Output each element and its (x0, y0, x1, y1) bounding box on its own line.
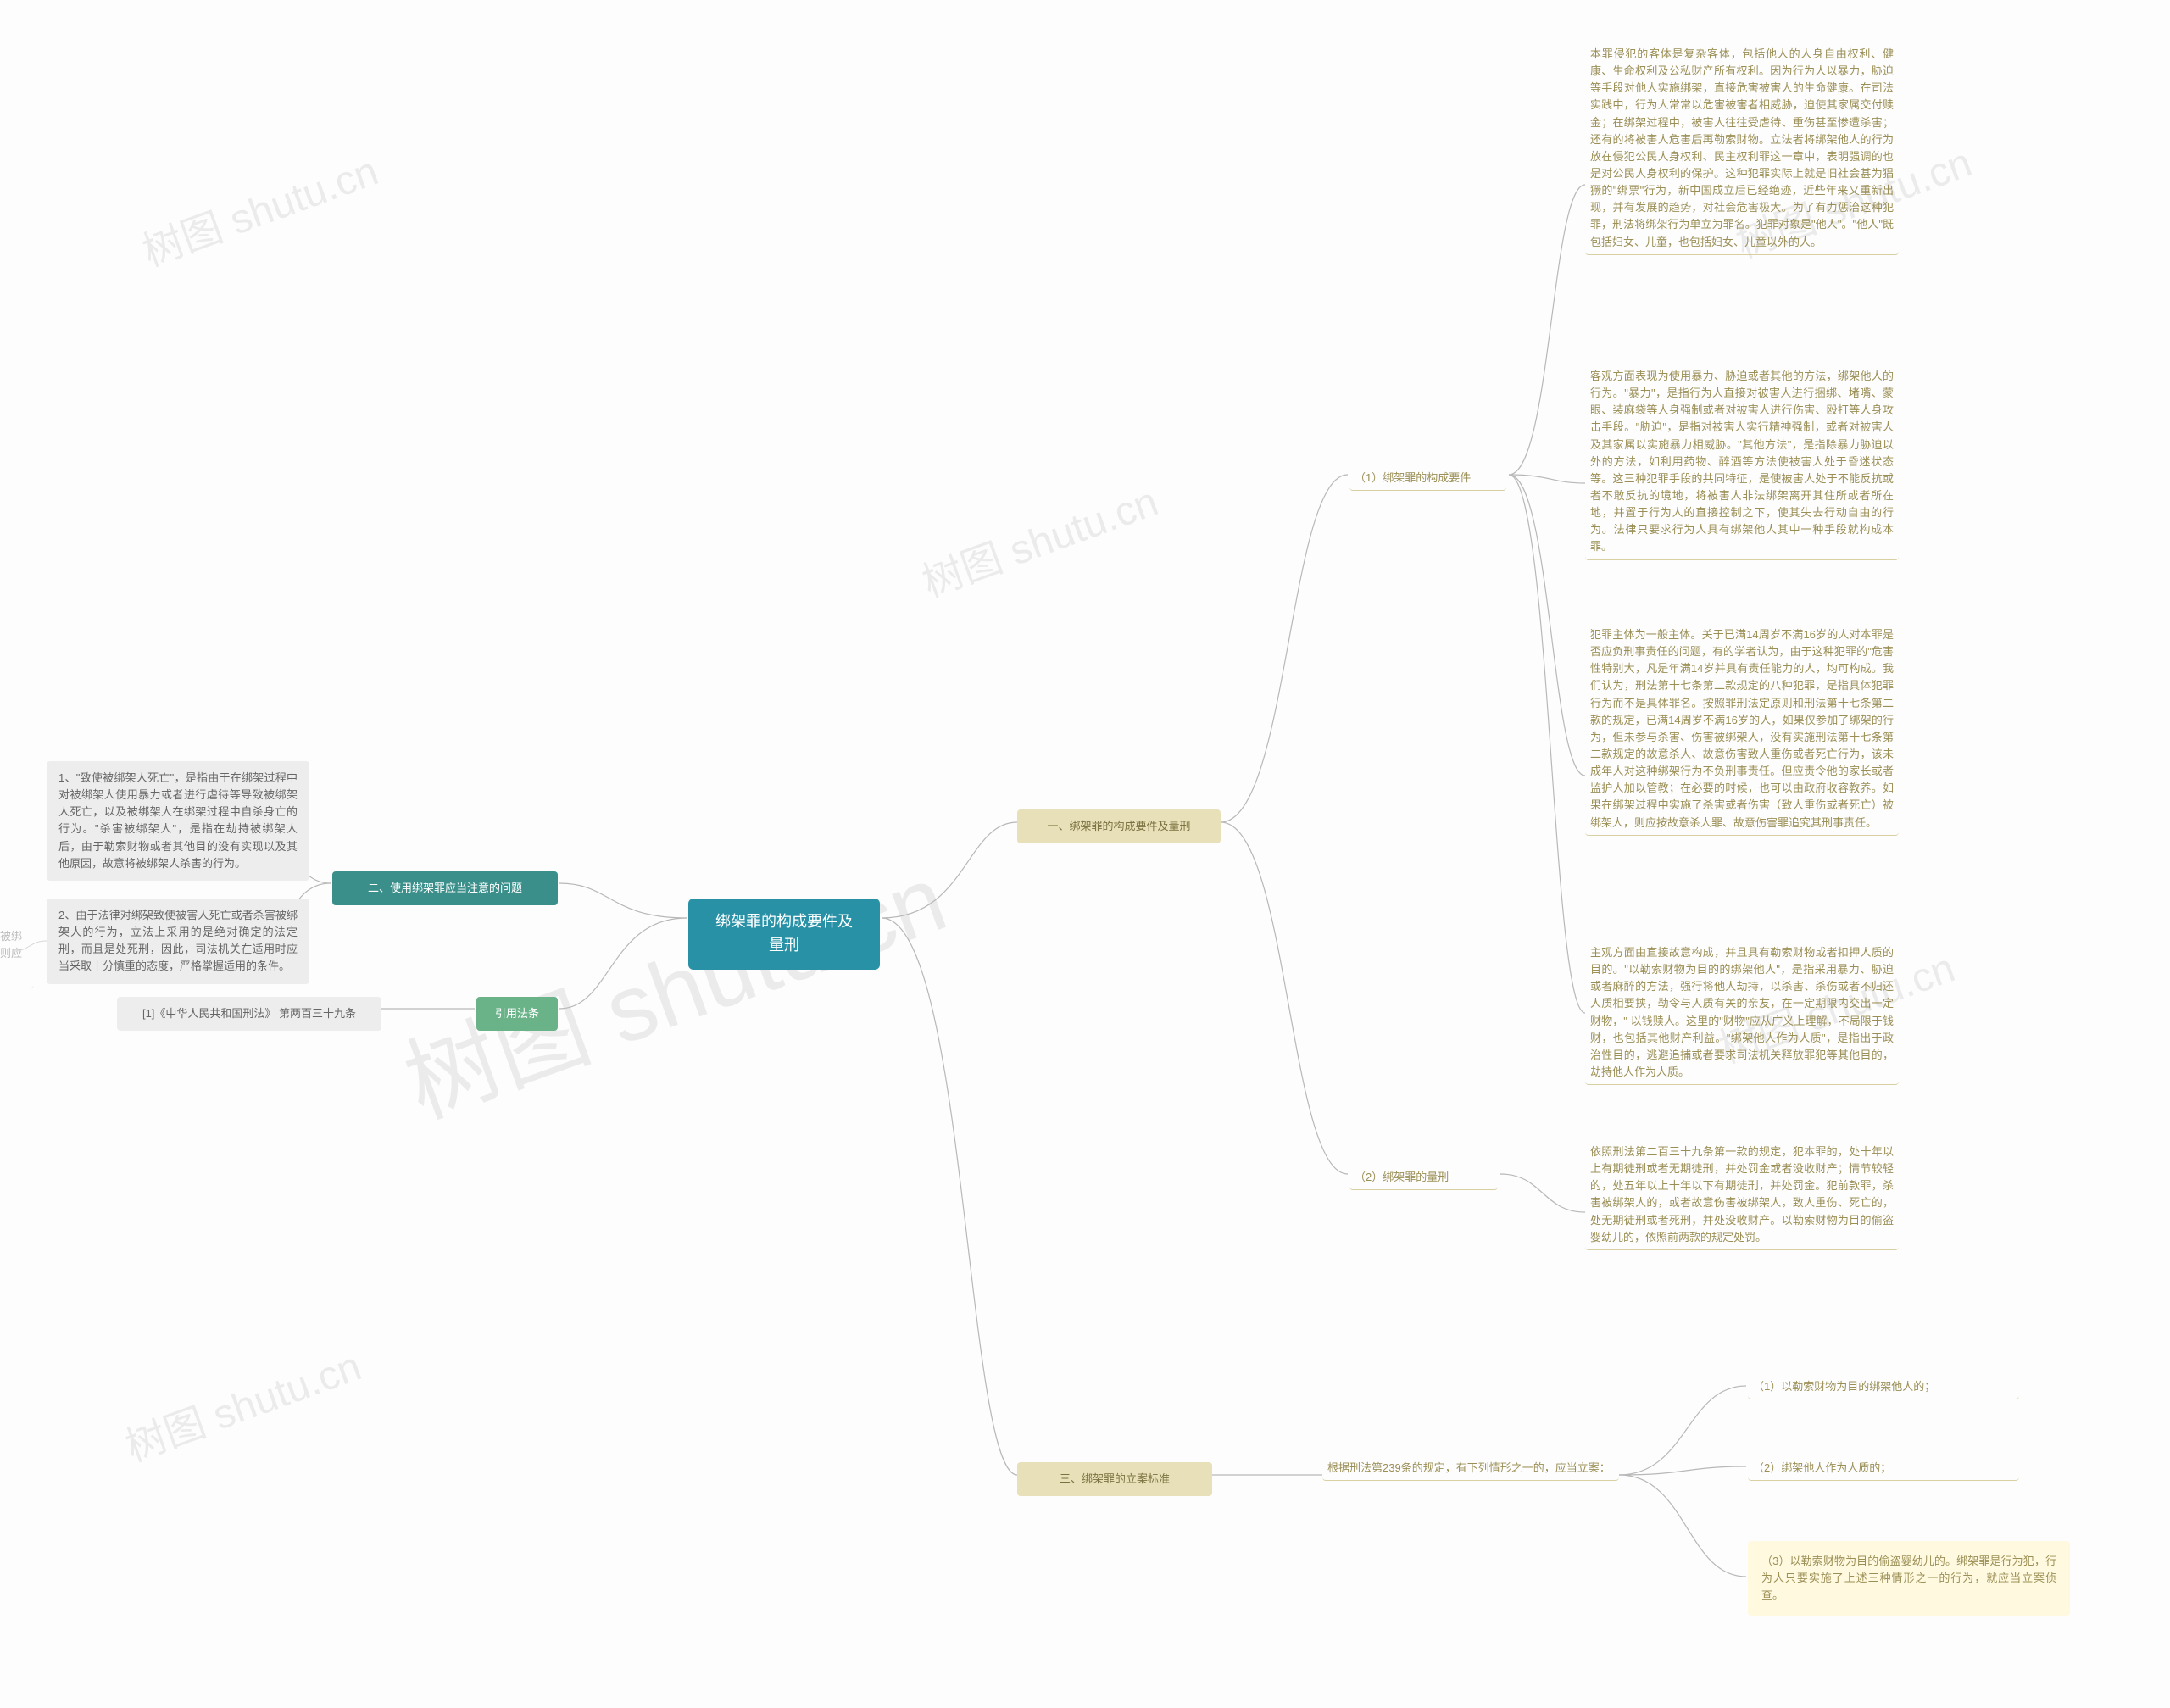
section-3-case-1: （1）以勒索财物为目的绑架他人的； (1748, 1375, 2019, 1399)
watermark: 树图 shutu.cn (913, 468, 1165, 608)
section-3-title[interactable]: 三、绑架罪的立案标准 (1017, 1462, 1212, 1496)
watermark: 树图 shutu.cn (133, 137, 385, 277)
connector-extra (0, 0, 2170, 1708)
watermark: 树图 shutu.cn (116, 1332, 368, 1472)
reference-text: [1]《中华人民共和国刑法》 第两百三十九条 (117, 997, 381, 1031)
section-3-case-2: （2）绑架他人作为人质的； (1748, 1456, 2019, 1481)
center-node[interactable]: 绑架罪的构成要件及量刑 (688, 899, 880, 970)
section-2-para-2: 2、由于法律对绑架致使被害人死亡或者杀害被绑架人的行为，立法上采用的是绝对确定的… (47, 899, 309, 984)
elements-subjective: 主观方面由直接故意构成，并且具有勒索财物或者扣押人质的目的。"以勒索财物为目的的… (1585, 941, 1899, 1085)
section-3-intro: 根据刑法第239条的规定，有下列情形之一的，应当立案： (1322, 1456, 1619, 1481)
section-2-title[interactable]: 二、使用绑架罪应当注意的问题 (332, 871, 558, 905)
elements-objective-action: 客观方面表现为使用暴力、胁迫或者其他的方法，绑架他人的行为。"暴力"，是指行为人… (1585, 364, 1899, 560)
elements-object-body: 本罪侵犯的客体是复杂客体，包括他人的人身自由权利、健康、生命权利及公私财产所有权… (1585, 42, 1899, 255)
section-1-sentencing-title[interactable]: （2）绑架罪的量刑 (1349, 1166, 1498, 1190)
section-1-elements-title[interactable]: （1）绑架罪的构成要件 (1349, 466, 1506, 491)
section-3-case-3: （3）以勒索财物为目的偷盗婴幼儿的。绑架罪是行为犯，行为人只要实施了上述三种情形… (1748, 1541, 2070, 1616)
elements-subject: 犯罪主体为一般主体。关于已满14周岁不满16岁的人对本罪是否应负刑事责任的问题，… (1585, 623, 1899, 836)
section-1-title[interactable]: 一、绑架罪的构成要件及量刑 (1017, 809, 1221, 843)
connector-lines (0, 0, 2170, 1708)
section-1-sentencing-text: 依照刑法第二百三十九条第一款的规定，犯本罪的，处十年以上有期徒刑或者无期徒刑，并… (1585, 1140, 1899, 1250)
section-2-extra: 绑架他人后，又实施故意伤害，故意杀人行为的，被绑架罪所包容，不单独定罪。如实施强… (0, 920, 34, 988)
section-2-para-1: 1、"致使被绑架人死亡"，是指由于在绑架过程中对被绑架人使用暴力或者进行虐待等导… (47, 761, 309, 881)
reference-title[interactable]: 引用法条 (476, 997, 558, 1031)
